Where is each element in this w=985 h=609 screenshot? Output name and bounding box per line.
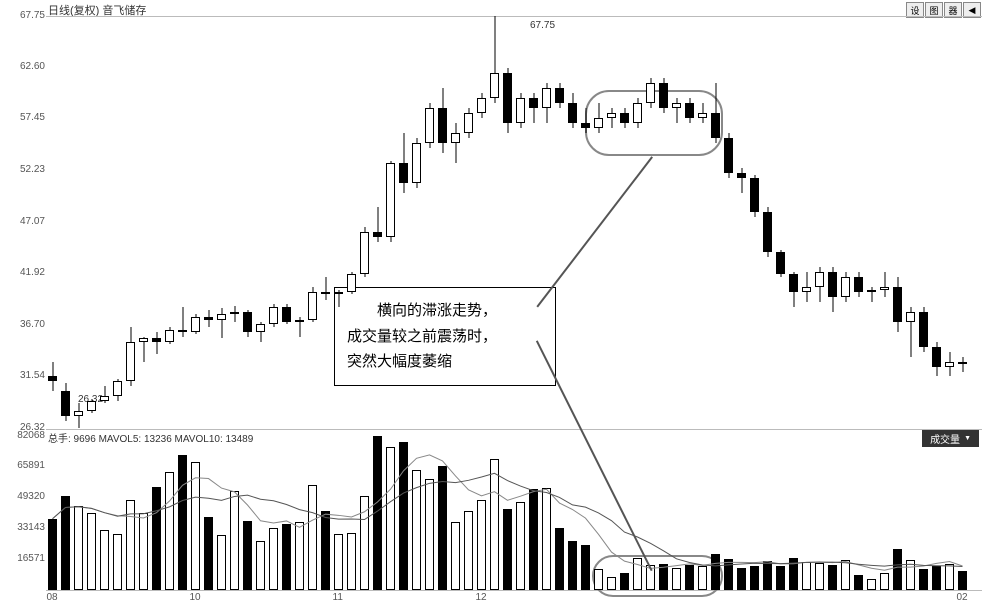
- volume-bar: [204, 517, 213, 590]
- annotation-text-box: 横向的滞涨走势，成交量较之前震荡时，突然大幅度萎缩: [334, 287, 556, 386]
- volume-bar: [516, 502, 525, 590]
- volume-bar: [880, 573, 889, 590]
- volume-axis-label: 33143: [5, 522, 45, 533]
- volume-bar: [633, 558, 642, 590]
- price-axis-label: 67.75: [5, 10, 45, 21]
- volume-bar: [698, 566, 707, 590]
- volume-bar: [48, 519, 57, 590]
- volume-axis-label: 16571: [5, 553, 45, 564]
- volume-bar: [334, 534, 343, 590]
- volume-bar: [555, 528, 564, 590]
- volume-bar: [321, 511, 330, 590]
- volume-bar: [932, 566, 941, 590]
- volume-bar: [542, 488, 551, 590]
- volume-bar: [412, 470, 421, 590]
- volume-bar: [256, 541, 265, 590]
- volume-bar: [165, 472, 174, 590]
- volume-bar: [581, 545, 590, 590]
- volume-bar: [399, 442, 408, 590]
- volume-bar: [802, 562, 811, 590]
- price-axis-label: 57.45: [5, 112, 45, 123]
- volume-bar: [659, 564, 668, 590]
- volume-bar: [464, 511, 473, 590]
- volume-bar: [295, 522, 304, 590]
- volume-bar: [789, 558, 798, 590]
- price-axis-label: 41.92: [5, 267, 45, 278]
- volume-bar: [503, 509, 512, 590]
- volume-bar: [867, 579, 876, 590]
- volume-bar: [906, 560, 915, 590]
- time-axis-label: 08: [47, 592, 58, 603]
- volume-bar: [776, 566, 785, 590]
- volume-bar: [620, 573, 629, 590]
- volume-bar: [958, 571, 967, 590]
- annotation-line: 成交量较之前震荡时，: [347, 324, 543, 350]
- annotation-line: 横向的滞涨走势，: [347, 298, 543, 324]
- volume-bar: [607, 577, 616, 590]
- volume-bar: [139, 513, 148, 590]
- volume-bar: [711, 554, 720, 590]
- volume-bar: [269, 528, 278, 590]
- price-axis-label: 31.54: [5, 370, 45, 381]
- volume-bar: [74, 506, 83, 590]
- volume-bar: [113, 534, 122, 590]
- volume-bar: [919, 569, 928, 590]
- time-axis-label: 11: [333, 592, 343, 603]
- volume-axis-label: 49320: [5, 491, 45, 502]
- volume-bar: [438, 466, 447, 590]
- volume-bar: [724, 559, 733, 590]
- volume-bar: [750, 566, 759, 590]
- volume-bar: [815, 563, 824, 590]
- volume-bar: [87, 513, 96, 590]
- volume-bar: [282, 524, 291, 590]
- stock-chart-container: 日线(复权) 音飞储存 设 图 器 ◀ 总手: 9696 MAVOL5: 132…: [0, 0, 985, 609]
- volume-bar: [61, 496, 70, 590]
- volume-bar: [828, 565, 837, 590]
- volume-bar: [425, 479, 434, 590]
- volume-bar: [178, 455, 187, 590]
- volume-title-text: 总手: 9696 MAVOL5: 13236 MAVOL10: 13489: [48, 430, 253, 445]
- volume-bar: [490, 459, 499, 590]
- volume-bar: [685, 565, 694, 590]
- volume-bar: [373, 436, 382, 590]
- volume-bar: [893, 549, 902, 590]
- volume-bar: [191, 462, 200, 590]
- time-axis-label: 10: [190, 592, 201, 603]
- volume-bar: [945, 564, 954, 590]
- volume-bar: [841, 560, 850, 590]
- volume-bar: [230, 491, 239, 590]
- volume-bar: [308, 485, 317, 590]
- volume-bar: [152, 487, 161, 590]
- volume-bar: [477, 500, 486, 590]
- volume-bar: [529, 489, 538, 590]
- volume-indicator-button[interactable]: 成交量: [922, 430, 979, 447]
- price-axis-label: 52.23: [5, 164, 45, 175]
- volume-bar: [386, 447, 395, 590]
- volume-bar: [243, 521, 252, 590]
- price-axis-label: 47.07: [5, 216, 45, 227]
- volume-bar: [347, 533, 356, 590]
- volume-bar: [763, 561, 772, 590]
- volume-bar: [451, 522, 460, 590]
- volume-bar: [568, 541, 577, 590]
- volume-bar: [672, 568, 681, 590]
- price-axis-label: 36.70: [5, 319, 45, 330]
- price-axis-label: 62.60: [5, 61, 45, 72]
- volume-bar: [737, 568, 746, 590]
- time-axis-label: 02: [957, 592, 968, 603]
- annotation-line: 突然大幅度萎缩: [347, 349, 543, 375]
- volume-bar: [217, 535, 226, 590]
- volume-bar: [100, 530, 109, 590]
- time-axis-label: 12: [476, 592, 487, 603]
- volume-axis-label: 82068: [5, 430, 45, 441]
- price-tag-label: 67.75: [530, 20, 555, 31]
- volume-axis-label: 65891: [5, 460, 45, 471]
- volume-bar: [854, 575, 863, 590]
- volume-bar: [360, 496, 369, 590]
- volume-bar: [594, 569, 603, 590]
- volume-bar: [126, 500, 135, 590]
